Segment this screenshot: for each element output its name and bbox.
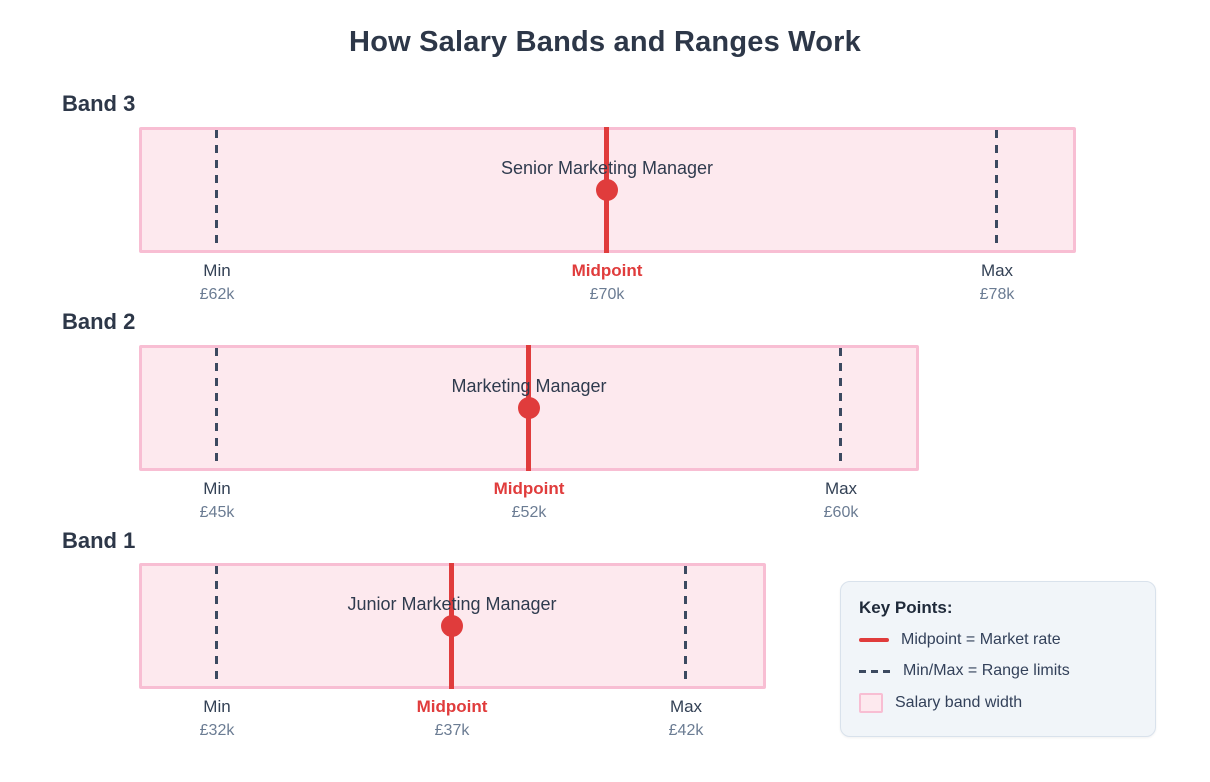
band-2-min-tick-value: £45k (199, 504, 235, 521)
band-2-max-tick-label: Max (824, 479, 858, 498)
band-2-role-title: Marketing Manager (451, 376, 607, 396)
band-3-min-tick-label: Min (203, 261, 231, 280)
legend-item-midpoint: Midpoint = Market rate (859, 631, 1137, 649)
band-3-label: Band 3 (62, 91, 136, 116)
band-3-min-tick-value: £62k (199, 286, 235, 303)
band-2-midpoint-dot (518, 397, 540, 419)
band-3-max-tick-value: £78k (979, 286, 1015, 303)
band-3-max-tick: Max £78k (917, 261, 1077, 304)
band-2-label: Band 2 (62, 309, 136, 334)
band-1-midpoint-dot (441, 615, 463, 637)
band-3-min-tick: Min £62k (137, 261, 297, 304)
band-2-max-tick: Max £60k (761, 479, 921, 522)
band-1-max-tick-label: Max (669, 697, 703, 716)
band-2-midpoint-tick: Midpoint £52k (449, 479, 609, 522)
band-3-midpoint-dot (596, 179, 618, 201)
band-3-max-tick-label: Max (980, 261, 1014, 280)
band-1-min-line (215, 566, 218, 686)
key-points-legend: Key Points: Midpoint = Market rate Min/M… (840, 581, 1156, 737)
minmax-dash-swatch-icon (859, 669, 891, 673)
band-3-midpoint-tick: Midpoint £70k (527, 261, 687, 304)
band-1-min-tick-label: Min (203, 697, 231, 716)
band-2-min-line (215, 348, 218, 468)
band-width-swatch-icon (859, 693, 883, 713)
band-1-role-title: Junior Marketing Manager (347, 594, 557, 614)
midpoint-line-swatch-icon (859, 638, 889, 642)
band-1-max-line (684, 566, 687, 686)
band-2-max-line (839, 348, 842, 468)
band-1-min-tick: Min £32k (137, 697, 297, 740)
band-2-midpoint-tick-label: Midpoint (493, 479, 565, 498)
band-3-midpoint-tick-label: Midpoint (571, 261, 643, 280)
legend-item-band-width-label: Salary band width (895, 694, 1023, 711)
band-1-max-tick: Max £42k (606, 697, 766, 740)
figure-title: How Salary Bands and Ranges Work (349, 26, 861, 58)
band-2-midpoint-tick-value: £52k (511, 504, 547, 521)
legend-item-minmax-label: Min/Max = Range limits (903, 662, 1070, 679)
band-2-min-tick-label: Min (203, 479, 231, 498)
band-1-label: Band 1 (62, 528, 136, 553)
legend-title: Key Points: (859, 598, 953, 617)
legend-item-midpoint-label: Midpoint = Market rate (901, 631, 1061, 648)
band-1-midpoint-tick-label: Midpoint (416, 697, 488, 716)
band-1-midpoint-tick: Midpoint £37k (372, 697, 532, 740)
legend-item-band-width: Salary band width (859, 693, 1137, 713)
band-2-max-tick-value: £60k (823, 504, 859, 521)
band-3-max-line (995, 130, 998, 250)
band-3-midpoint-tick-value: £70k (589, 286, 625, 303)
legend-item-minmax: Min/Max = Range limits (859, 662, 1137, 680)
band-3-min-line (215, 130, 218, 250)
band-3-role-title: Senior Marketing Manager (500, 158, 714, 178)
band-1-max-tick-value: £42k (668, 722, 704, 739)
band-1-min-tick-value: £32k (199, 722, 235, 739)
band-1-midpoint-tick-value: £37k (434, 722, 470, 739)
band-2-min-tick: Min £45k (137, 479, 297, 522)
